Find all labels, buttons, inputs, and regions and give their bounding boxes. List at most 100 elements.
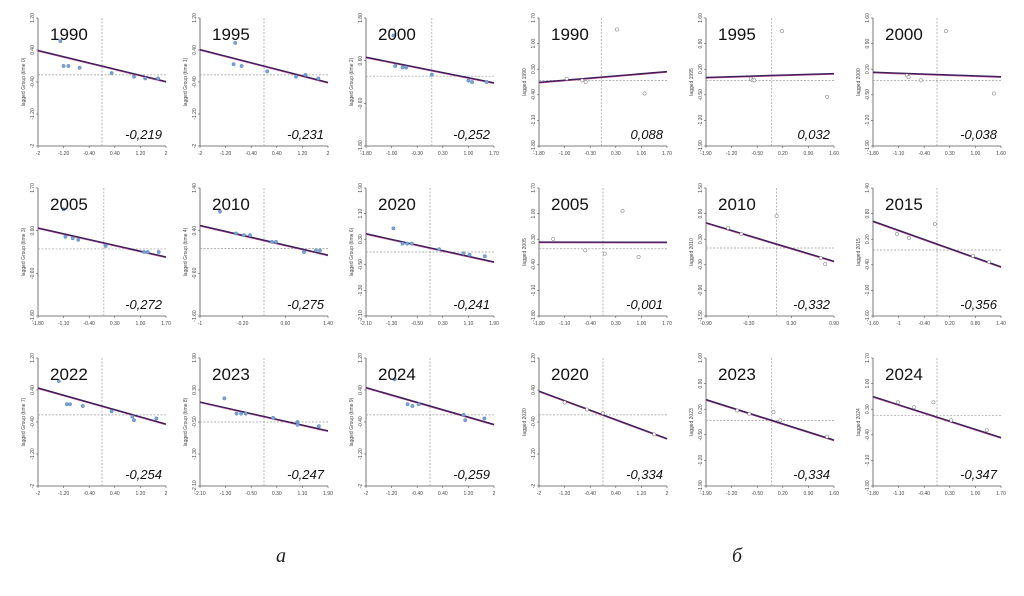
data-point [70, 236, 75, 241]
data-point [771, 410, 776, 415]
x-tick-label: -1.80 [533, 321, 545, 327]
data-point [77, 65, 82, 70]
x-tick-label: 1.70 [662, 151, 672, 157]
data-point [437, 247, 442, 252]
y-tick-label: -0.90 [698, 284, 704, 296]
y-tick-label: -0.40 [531, 259, 537, 271]
y-axis-label: lagged 2015 [856, 238, 862, 266]
y-tick-label: -1.20 [531, 448, 537, 460]
y-axis-label: lagged 2000 [856, 68, 862, 96]
data-point [222, 396, 227, 401]
x-tick-label: 0.40 [272, 151, 282, 157]
y-tick-label: -1.80 [358, 140, 364, 152]
data-point [823, 262, 828, 266]
x-tick-label: 1.60 [829, 491, 839, 497]
x-tick-label: -0.90 [700, 321, 712, 327]
x-tick-label: -0.40 [584, 321, 596, 327]
y-tick-label: 1.40 [192, 183, 198, 193]
regression-line [199, 48, 329, 84]
data-point [143, 76, 148, 81]
y-tick-label: -1.20 [865, 114, 871, 126]
data-point [76, 237, 81, 242]
regression-line [538, 70, 668, 83]
x-tick-label: -1.10 [559, 321, 571, 327]
chart-title: 2005 [50, 195, 88, 214]
x-tick-label: 1.70 [489, 151, 499, 157]
y-tick-label: 0.40 [30, 45, 36, 55]
scatter-panel: -1.80 -1.00 -0.30 0.30 1.00 1.70 1.80 0.60 -0.60… [349, 13, 499, 157]
data-point [132, 74, 136, 79]
y-tick-label: -0.50 [192, 416, 198, 428]
y-axis-label: lagged Group (time 6) [349, 227, 355, 276]
x-tick-label: 1.00 [637, 151, 647, 157]
x-tick-label: -0.40 [918, 321, 930, 327]
x-tick-label: 1.10 [464, 321, 474, 327]
data-point [780, 29, 785, 34]
y-tick-label: -2 [531, 484, 537, 489]
regression-line [705, 398, 835, 441]
data-point [726, 226, 731, 230]
y-tick-label: 0.90 [698, 209, 704, 219]
data-point [303, 72, 308, 77]
slope-label: -0,334 [626, 467, 663, 482]
slope-label: -0,332 [793, 297, 831, 312]
y-tick-label: 1.00 [531, 39, 537, 49]
x-tick-label: -1.00 [559, 151, 571, 157]
x-tick-label: -1.30 [386, 321, 398, 327]
scatter-panel: -1.80 -1.10 -0.40 0.30 1.00 1.60 1.60 0.90 0.20 -… [856, 13, 1006, 157]
x-tick-label: 1.00 [971, 491, 981, 497]
y-tick-label: 0.30 [358, 234, 364, 244]
x-tick-label: 0.30 [786, 321, 796, 327]
data-point [243, 411, 248, 416]
data-point [652, 432, 657, 437]
data-point [393, 64, 398, 68]
data-point [987, 260, 991, 264]
chart-title: 2010 [212, 195, 250, 214]
data-point [80, 404, 85, 408]
chart-title: 2000 [378, 25, 416, 44]
y-tick-label: 0.20 [865, 234, 871, 244]
data-point [429, 72, 434, 77]
scatter-panel: -2.10 -1.30 -0.50 0.30 1.10 1.90 1.90 0.30 -0.50… [183, 353, 333, 497]
y-tick-label: -1.30 [192, 448, 198, 460]
x-tick-label: 1.20 [136, 491, 146, 497]
x-tick-label: 0.30 [945, 491, 955, 497]
y-tick-label: 0.90 [698, 39, 704, 49]
y-tick-label: 1.20 [358, 353, 364, 363]
y-tick-label: -0.50 [698, 429, 704, 441]
y-tick-label: -2.10 [358, 310, 364, 322]
data-point [233, 40, 238, 45]
x-tick-label: 1.90 [489, 321, 499, 327]
slope-label: 0,032 [797, 127, 830, 142]
x-tick-label: -1.90 [700, 151, 712, 157]
x-tick-label: -0.40 [83, 321, 95, 327]
x-tick-label: 1.00 [637, 321, 647, 327]
data-point [145, 250, 150, 254]
y-tick-label: 0.40 [358, 385, 364, 395]
y-tick-label: -2 [30, 484, 36, 489]
chart-title: 2010 [718, 195, 756, 214]
data-point [818, 256, 823, 260]
x-tick-label: 0.30 [611, 151, 621, 157]
data-point [392, 377, 397, 382]
scatter-panel: -2 -1.20 -0.40 0.40 1.20 2 1.20 0.40 -0.40 -1.20 -… [522, 353, 669, 497]
y-axis-label: lagged Group (time 7) [21, 397, 27, 446]
data-point [416, 402, 421, 407]
x-tick-label: -2 [364, 491, 369, 497]
data-point [234, 231, 238, 236]
data-point [602, 251, 607, 256]
y-tick-label: 1.60 [865, 13, 871, 23]
x-tick-label: 0.20 [945, 321, 955, 327]
data-point [295, 422, 300, 427]
y-tick-label: 1.70 [531, 183, 537, 193]
y-tick-label: 1.20 [531, 353, 537, 363]
y-tick-label: -0.60 [192, 267, 198, 279]
x-tick-label: -0.50 [411, 321, 423, 327]
scatter-panel: -0.90 -0.30 0.30 0.90 1.50 0.90 0.30 -0.30 -0.90… [689, 183, 839, 327]
y-axis-label: lagged Group (time 4) [183, 227, 189, 276]
data-point [825, 94, 830, 99]
x-tick-label: 0.90 [829, 321, 839, 327]
data-point [156, 76, 160, 81]
x-tick-label: -1 [198, 321, 203, 327]
x-tick-label: 0.30 [110, 321, 120, 327]
